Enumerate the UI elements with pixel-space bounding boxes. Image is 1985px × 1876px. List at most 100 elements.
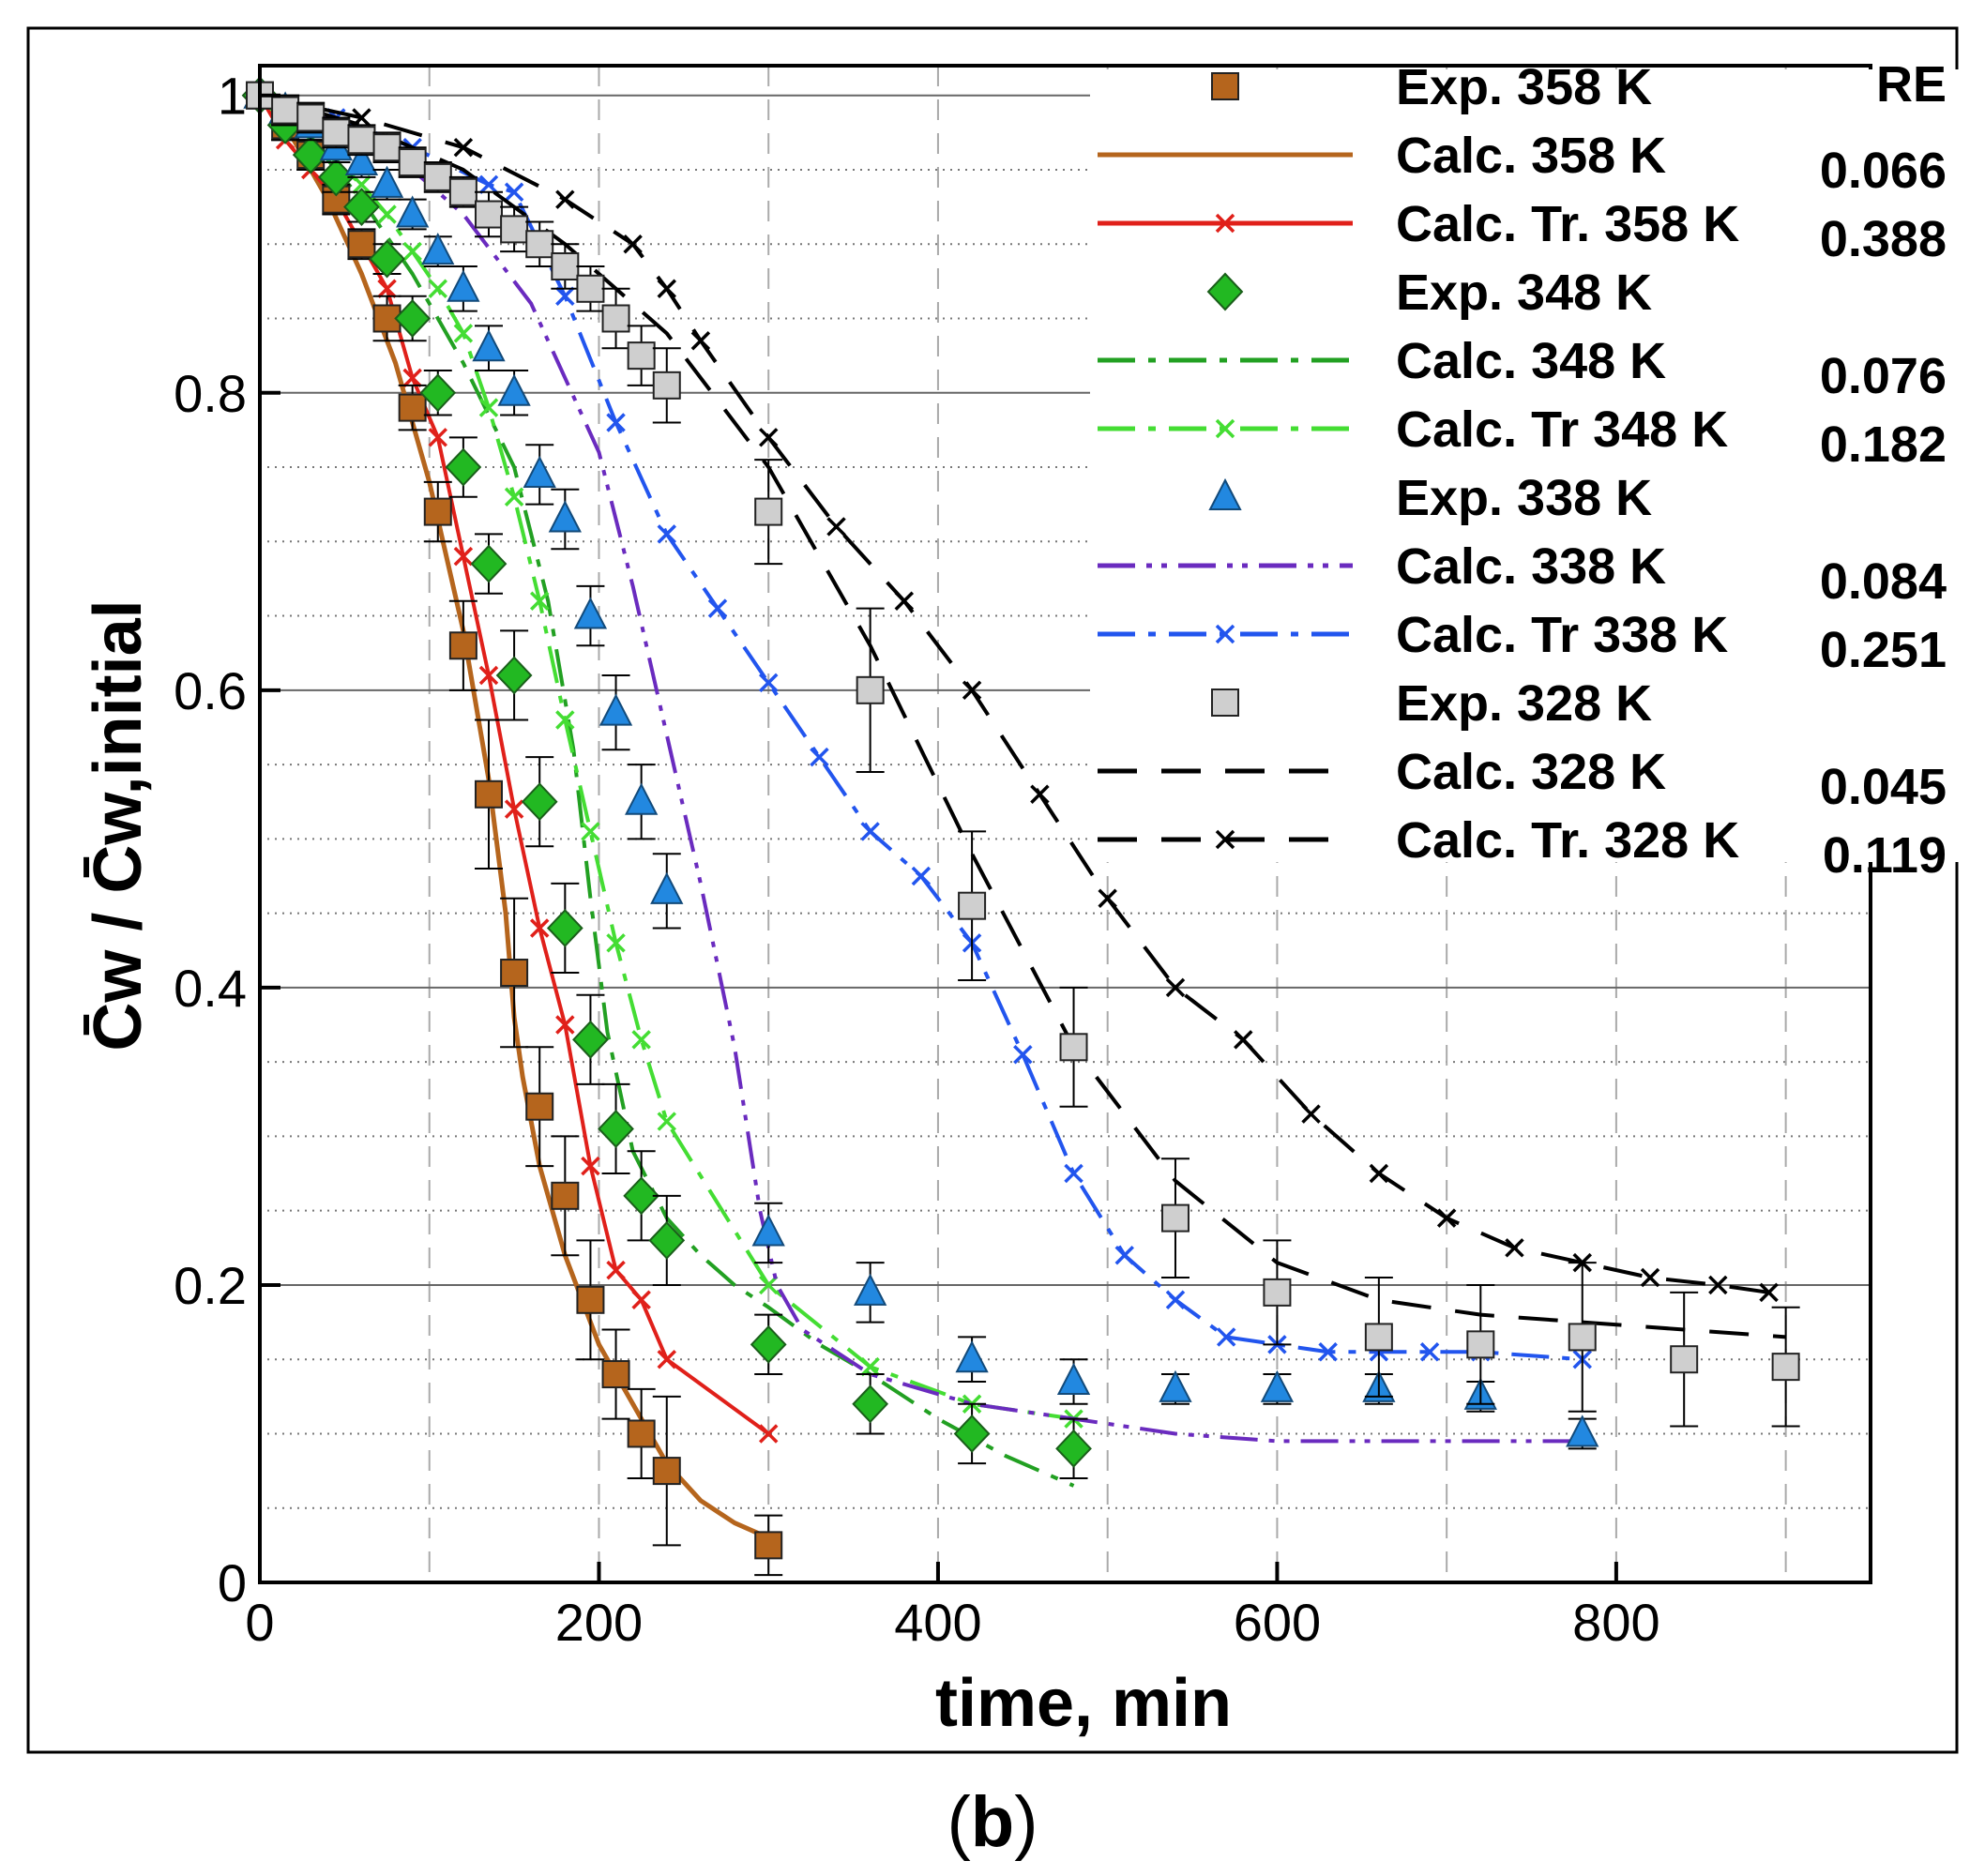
legend-marker (1206, 272, 1244, 311)
data-point (627, 1419, 656, 1448)
data-point (500, 959, 529, 988)
data-point (347, 126, 376, 155)
data-point (599, 693, 633, 726)
data-point (372, 133, 402, 162)
x-marker-stroke (657, 524, 677, 544)
data-point (572, 1020, 609, 1059)
x-marker-stroke (1419, 1342, 1440, 1362)
x-marker-stroke (555, 189, 575, 209)
x-marker-stroke (758, 1424, 779, 1444)
x-marker-stroke (352, 108, 371, 128)
x-marker (453, 137, 474, 158)
x-marker-stroke (555, 1015, 575, 1035)
x-marker-stroke (758, 1275, 779, 1295)
x-marker-stroke (1215, 213, 1235, 234)
x-marker-stroke (657, 1349, 677, 1369)
data-point (551, 252, 580, 281)
data-point (625, 782, 659, 815)
x-marker-stroke (478, 174, 499, 195)
data-point (445, 447, 482, 487)
data-point (751, 1214, 785, 1247)
x-marker-stroke (478, 665, 499, 686)
x-marker (555, 286, 575, 306)
x-tick-label: 600 (1234, 1593, 1321, 1652)
x-marker-stroke (1165, 977, 1186, 998)
x-marker (478, 174, 499, 195)
x-marker-stroke (657, 279, 677, 299)
x-marker (504, 799, 524, 819)
x-marker (1215, 829, 1235, 850)
x-marker-stroke (1640, 1267, 1660, 1288)
x-marker-stroke (631, 1030, 651, 1050)
x-marker-stroke (402, 368, 422, 388)
x-marker (911, 866, 932, 886)
x-tick-label: 0 (245, 1593, 274, 1652)
y-tick-label: 0 (218, 1553, 247, 1612)
data-point (953, 1415, 991, 1453)
data-point (474, 779, 503, 809)
data-point (958, 891, 987, 920)
x-marker-stroke (453, 324, 474, 343)
x-marker-stroke (1369, 1163, 1389, 1184)
x-marker (1318, 1342, 1338, 1362)
data-point (370, 165, 404, 198)
x-marker (1369, 1163, 1389, 1184)
x-marker-stroke (504, 487, 524, 507)
series-line (258, 94, 1075, 1488)
x-marker-stroke (478, 398, 499, 417)
legend-marker (1208, 477, 1242, 510)
y-tick-label: 0.6 (174, 661, 247, 720)
legend-re-value: 0.084 (1820, 553, 1947, 610)
data-point (623, 1176, 660, 1216)
x-marker-stroke (1215, 624, 1235, 644)
legend-re-value: 0.045 (1820, 759, 1947, 815)
x-marker (529, 591, 550, 611)
x-marker-stroke (1318, 1342, 1338, 1362)
x-marker-stroke (453, 137, 474, 158)
x-marker-stroke (606, 413, 626, 432)
x-axis-title: time, min (935, 1666, 1232, 1741)
legend-re-value: 0.066 (1820, 143, 1947, 199)
data-point (551, 1181, 580, 1210)
data-point (500, 215, 529, 244)
x-marker-stroke (377, 204, 397, 224)
legend: RE Exp. 358 K Calc. 358 K 0.066 Calc. Tr. 35… (1090, 56, 1961, 884)
data-point (1159, 1369, 1192, 1402)
x-marker-stroke (962, 680, 982, 701)
legend-label: Exp. 348 K (1396, 265, 1652, 321)
x-marker-stroke (894, 591, 915, 611)
x-marker (758, 673, 779, 693)
x-marker (504, 487, 524, 507)
x-marker (657, 1112, 677, 1131)
data-point (1260, 1369, 1295, 1402)
x-marker (453, 324, 474, 343)
x-marker-stroke (555, 710, 575, 730)
legend-label: Exp. 328 K (1396, 675, 1652, 732)
data-point (448, 177, 477, 206)
x-marker (690, 331, 711, 351)
x-marker (631, 1290, 651, 1310)
y-tick-label: 1 (218, 67, 247, 126)
data-point (448, 631, 477, 660)
x-marker-stroke (1708, 1275, 1728, 1295)
data-point (525, 230, 554, 259)
x-marker (428, 428, 448, 447)
data-point (292, 135, 329, 174)
x-marker (1759, 1282, 1779, 1303)
y-tick-label: 0.4 (174, 959, 247, 1018)
data-point (525, 1092, 554, 1121)
x-marker-stroke (606, 1260, 626, 1280)
x-marker (478, 665, 499, 686)
data-point (1566, 1415, 1599, 1447)
x-marker-stroke (758, 673, 779, 693)
x-marker (581, 1156, 600, 1176)
x-marker-stroke (377, 279, 397, 299)
data-point (750, 1324, 787, 1364)
data-point (296, 103, 326, 132)
x-marker (1640, 1267, 1660, 1288)
x-marker-stroke (1064, 1163, 1083, 1184)
x-marker-stroke (1505, 1238, 1524, 1258)
x-marker-stroke (581, 822, 600, 841)
x-tick-label: 200 (555, 1593, 643, 1652)
legend-label: Calc. Tr. 358 K (1396, 196, 1739, 252)
